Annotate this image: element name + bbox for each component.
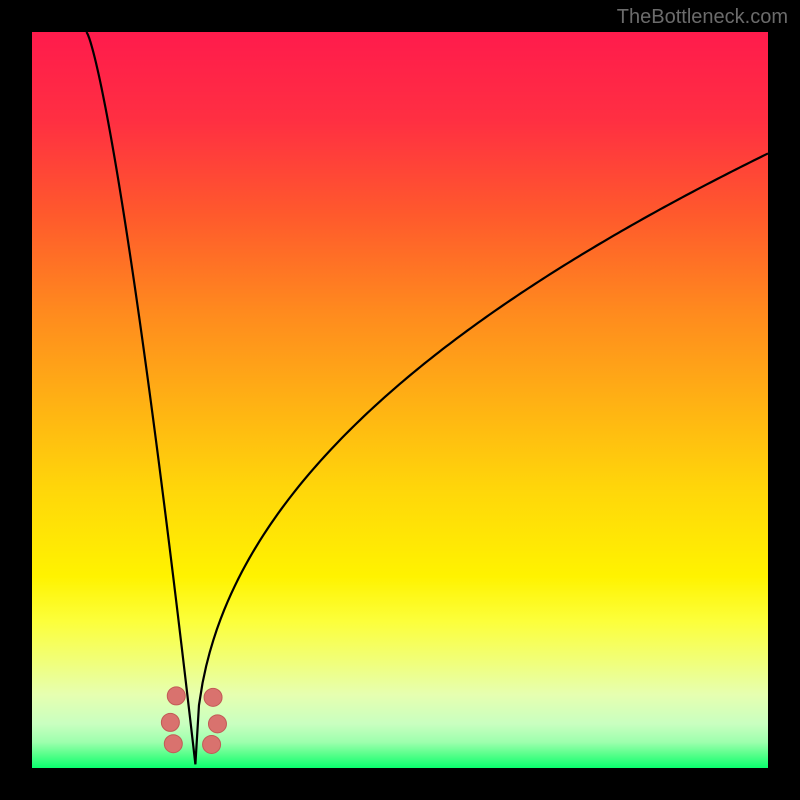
marker-left-0 — [167, 687, 185, 705]
marker-right-2 — [203, 735, 221, 753]
plot-area — [32, 32, 768, 768]
marker-right-0 — [204, 688, 222, 706]
watermark-text: TheBottleneck.com — [617, 6, 788, 29]
marker-left-2 — [164, 735, 182, 753]
chart-frame: TheBottleneck.com — [0, 0, 800, 800]
marker-right-1 — [208, 715, 226, 733]
marker-left-1 — [161, 713, 179, 731]
gradient-background — [32, 32, 768, 768]
plot-svg — [32, 32, 768, 768]
